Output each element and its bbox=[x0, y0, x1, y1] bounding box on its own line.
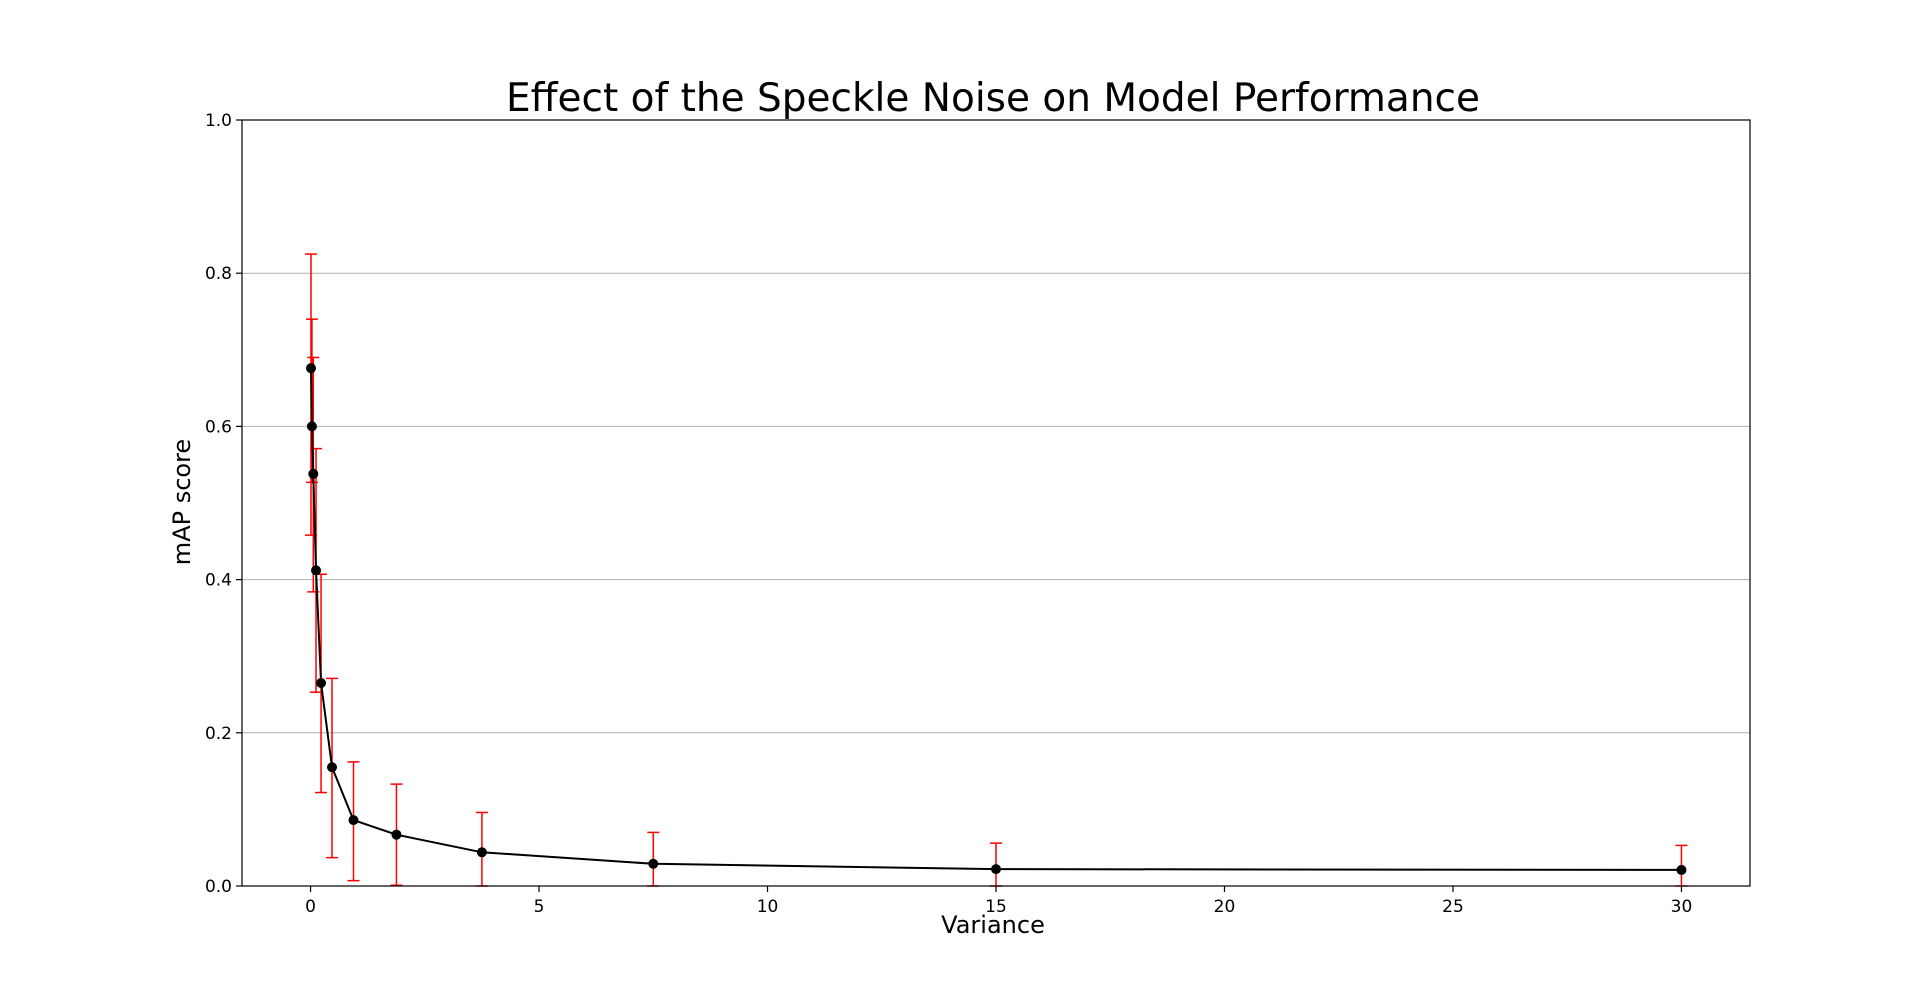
x-tick-label-3: 15 bbox=[985, 897, 1007, 917]
data-point-0 bbox=[306, 363, 317, 374]
data-point-9 bbox=[648, 858, 659, 869]
data-point-8 bbox=[476, 847, 487, 858]
y-axis-title: mAP score bbox=[168, 439, 196, 565]
data-point-7 bbox=[391, 829, 402, 840]
gridlines bbox=[242, 272, 1750, 734]
plot-frame bbox=[241, 119, 1751, 887]
x-axis-title: Variance bbox=[941, 911, 1045, 939]
y-tick-label-0: 0.0 bbox=[205, 877, 232, 897]
y-tick-label-3: 0.6 bbox=[205, 417, 232, 437]
chart-title: Effect of the Speckle Noise on Model Per… bbox=[506, 76, 1480, 121]
y-tick-label-2: 0.4 bbox=[205, 571, 232, 591]
data-point-11 bbox=[1676, 864, 1687, 875]
series-line-layer bbox=[310, 368, 1682, 871]
data-point-1 bbox=[306, 421, 317, 432]
x-tick-label-2: 10 bbox=[757, 897, 779, 917]
x-axis-ticks: 0 5 10 15 20 25 30 bbox=[305, 886, 1692, 917]
x-tick-label-6: 30 bbox=[1671, 897, 1693, 917]
data-point-10 bbox=[991, 864, 1001, 875]
x-tick-label-1: 5 bbox=[534, 897, 545, 917]
data-point-2 bbox=[308, 468, 319, 479]
data-point-5 bbox=[327, 762, 338, 773]
data-markers bbox=[306, 363, 1687, 875]
x-tick-label-4: 20 bbox=[1214, 897, 1236, 917]
series-line bbox=[310, 368, 1682, 871]
x-tick-label-5: 25 bbox=[1442, 897, 1464, 917]
error-bars bbox=[305, 253, 1688, 887]
data-point-6 bbox=[348, 815, 359, 826]
data-point-3 bbox=[311, 565, 322, 576]
y-tick-label-4: 0.8 bbox=[205, 264, 232, 284]
data-point-4 bbox=[316, 678, 327, 689]
y-tick-label-5: 1.0 bbox=[205, 111, 232, 131]
x-tick-label-0: 0 bbox=[305, 897, 316, 917]
y-tick-label-1: 0.2 bbox=[205, 724, 232, 744]
y-axis-ticks: 0.0 0.2 0.4 0.6 0.8 1.0 bbox=[205, 111, 242, 897]
